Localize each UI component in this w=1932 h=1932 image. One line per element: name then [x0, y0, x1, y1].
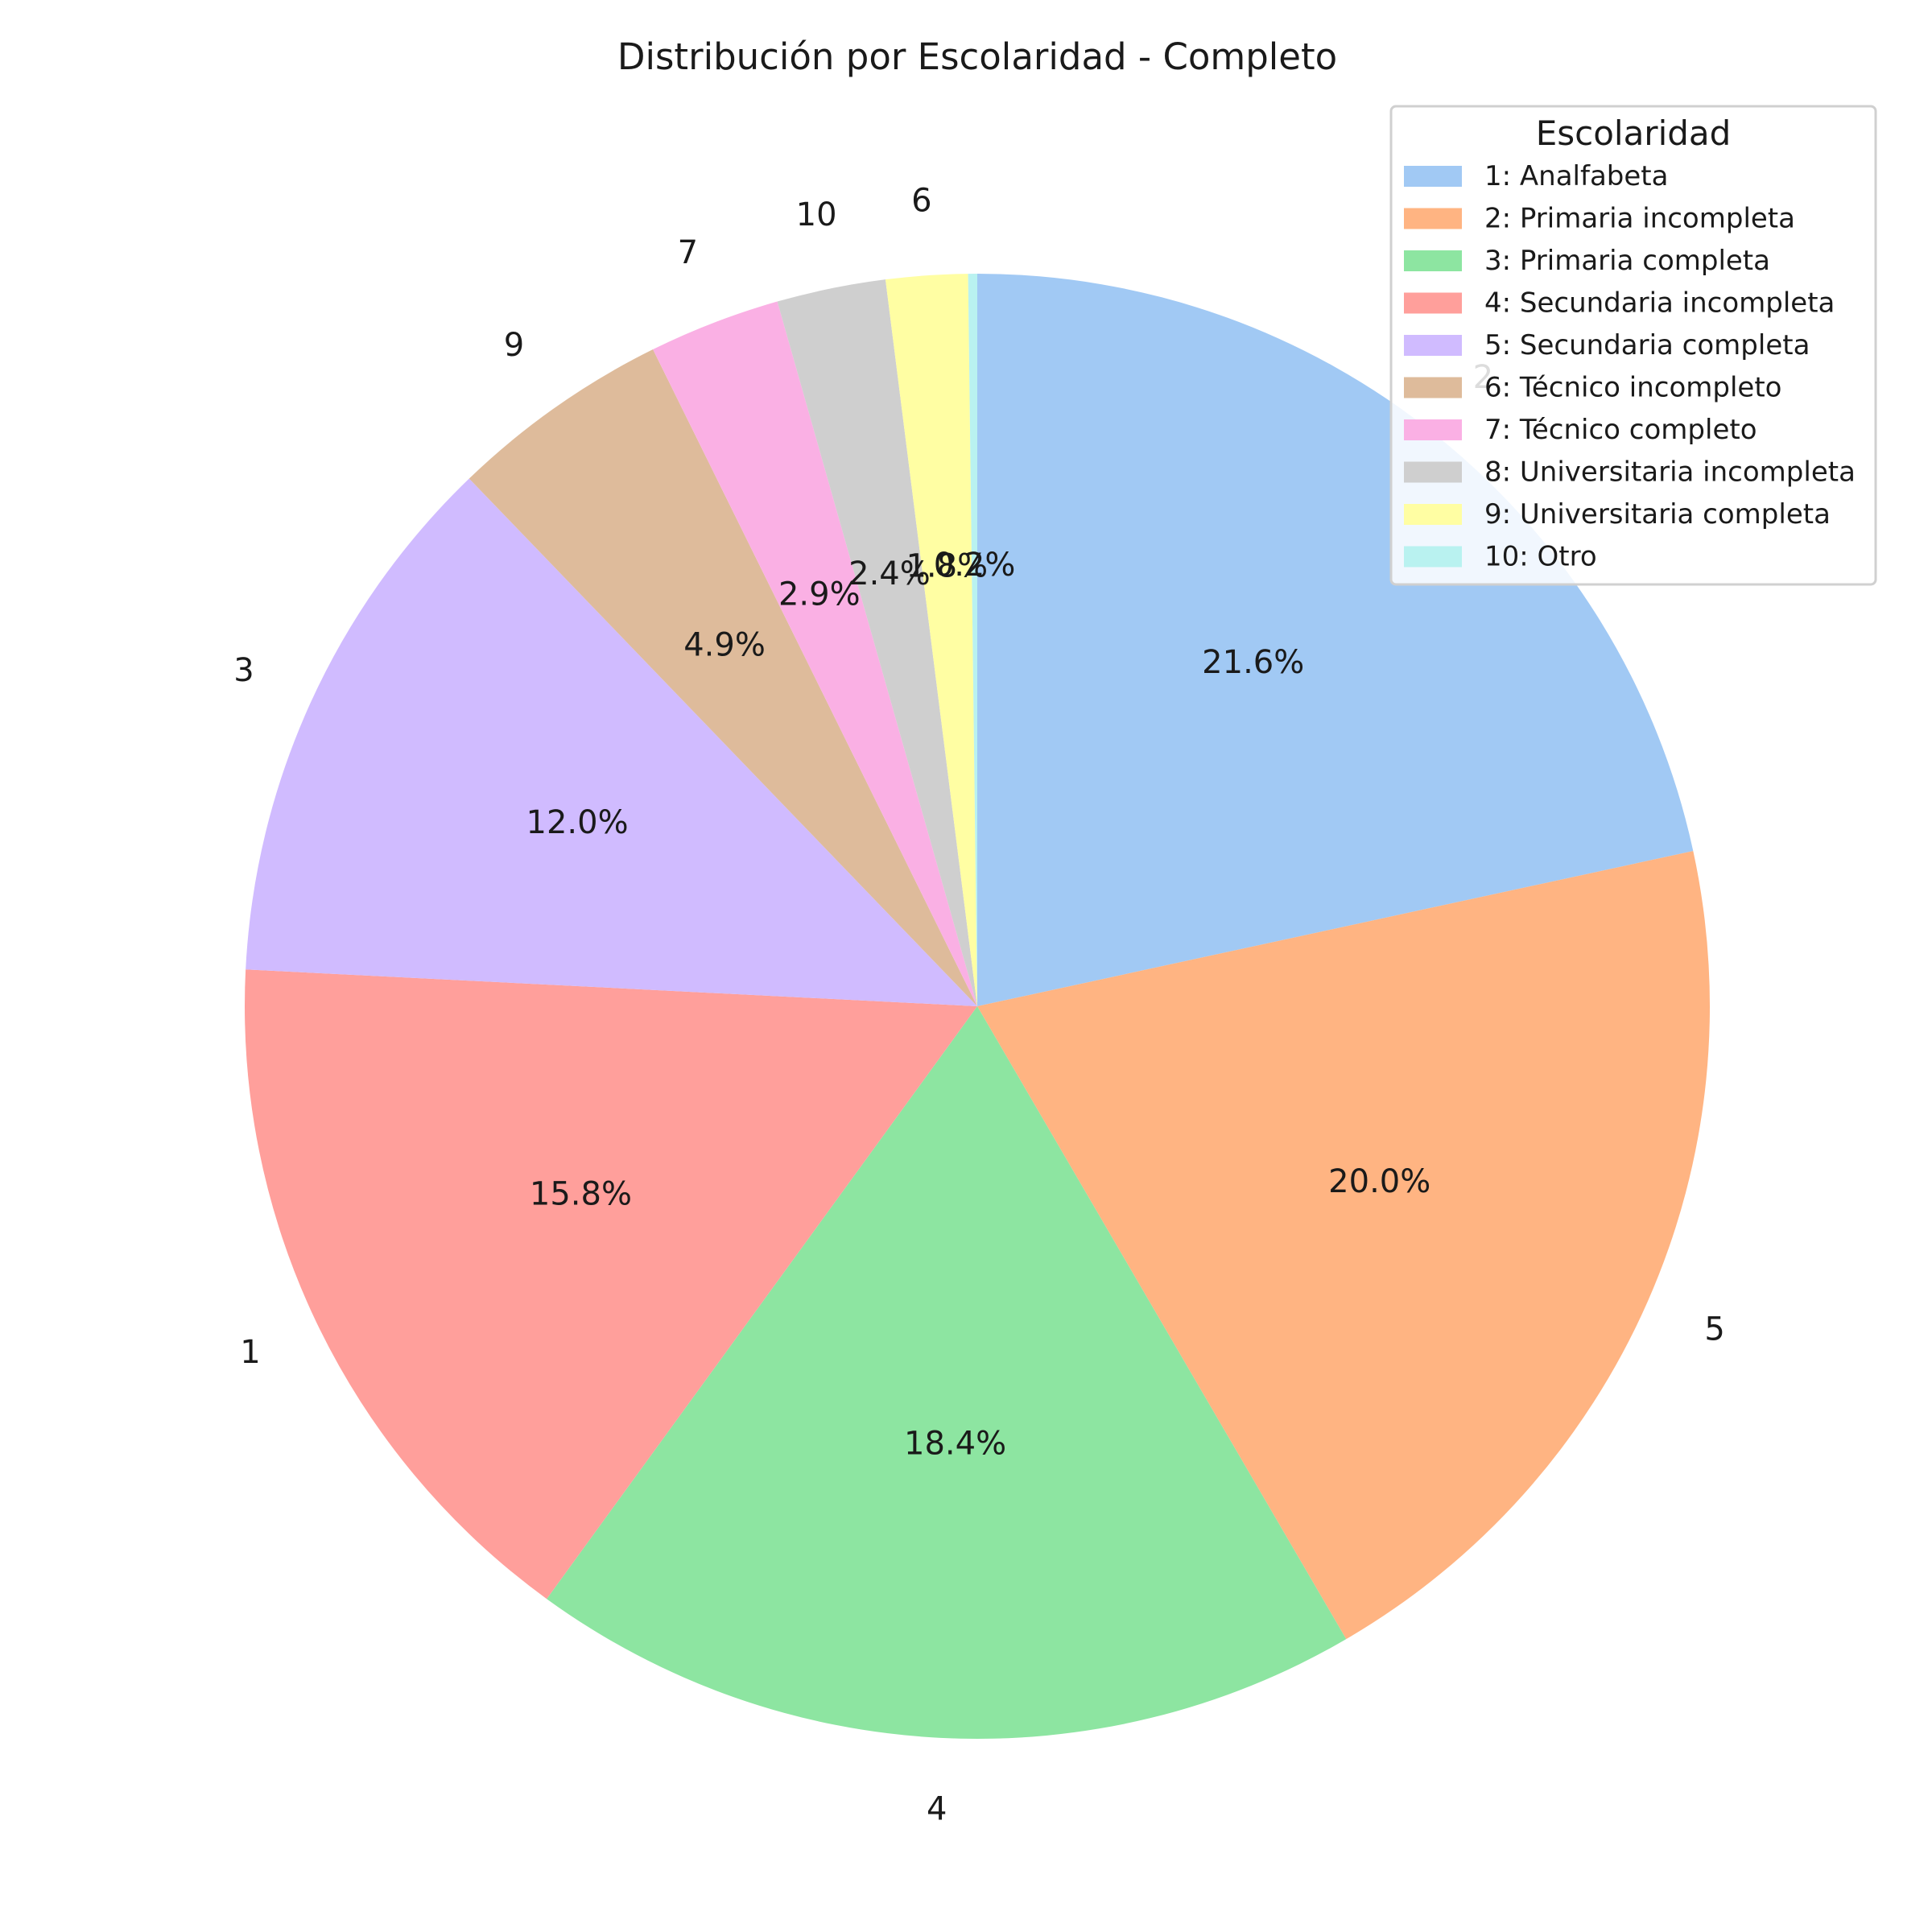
- slice-percentage-label: 18.4%: [904, 1425, 1006, 1462]
- pie-slice: [547, 1006, 1347, 1739]
- pie-slice: [244, 969, 977, 1600]
- slice-percentage-label: 15.8%: [530, 1176, 632, 1213]
- slice-percentage-label: 20.0%: [1328, 1163, 1430, 1200]
- pie-slice: [469, 349, 977, 1007]
- chart-title: Distribución por Escolaridad - Completo: [617, 35, 1337, 78]
- slice-percentage-label: 2.9%: [778, 576, 861, 613]
- slice-category-label: 7: [678, 234, 698, 271]
- legend: Escolaridad 1: Analfabeta 2: Primaria inc…: [1389, 105, 1877, 586]
- legend-swatch: [1404, 208, 1462, 229]
- slice-category-label: 4: [927, 1791, 947, 1828]
- pie-slice: [968, 274, 977, 1006]
- pie-slice: [977, 274, 1694, 1006]
- legend-label: 8: Universitaria incompleta: [1484, 456, 1856, 489]
- legend-swatch: [1404, 419, 1462, 440]
- pie-slice: [885, 274, 977, 1006]
- pie-slices: [244, 274, 1710, 1739]
- legend-swatch: [1404, 461, 1462, 483]
- legend-label: 10: Otro: [1484, 541, 1597, 573]
- slice-category-label: 6: [911, 182, 931, 219]
- pie-labels: 21.6%220.0%518.4%415.8%112.0%34.9%92.9%7…: [233, 182, 1725, 1827]
- slice-percentage-label: 2.4%: [848, 555, 931, 592]
- pie-slice: [777, 279, 977, 1006]
- legend-swatch: [1404, 166, 1462, 187]
- slice-percentage-label: 12.0%: [526, 804, 629, 841]
- legend-frame: [1389, 105, 1877, 586]
- legend-label: 2: Primaria incompleta: [1484, 203, 1795, 235]
- slice-category-label: 1: [240, 1334, 260, 1371]
- legend-swatch: [1404, 292, 1462, 314]
- legend-swatch: [1404, 546, 1462, 568]
- legend-label: 4: Secundaria incompleta: [1484, 287, 1835, 320]
- legend-swatch: [1404, 335, 1462, 356]
- legend-label: 3: Primaria completa: [1484, 245, 1770, 277]
- legend-swatch: [1404, 250, 1462, 271]
- slice-percentage-label: 21.6%: [1202, 644, 1304, 681]
- legend-label: 7: Técnico completo: [1484, 414, 1757, 446]
- slice-percentage-label: 0.2%: [934, 547, 1016, 584]
- legend-label: 1: Analfabeta: [1484, 160, 1668, 192]
- slice-percentage-label: 1.8%: [906, 547, 988, 584]
- slice-category-label: 3: [233, 652, 254, 689]
- legend-label: 6: Técnico incompleto: [1484, 372, 1781, 404]
- pie-slice: [246, 478, 977, 1006]
- legend-label: 5: Secundaria completa: [1484, 329, 1810, 361]
- legend-title: Escolaridad: [1536, 114, 1732, 153]
- slice-category-label: 10: [796, 196, 837, 233]
- slice-category-label: 9: [504, 327, 524, 364]
- slice-percentage-label: 4.9%: [683, 626, 766, 663]
- legend-label: 9: Universitaria completa: [1484, 498, 1831, 530]
- pie-slice: [977, 851, 1710, 1640]
- legend-swatch: [1404, 377, 1462, 398]
- legend-swatch: [1404, 504, 1462, 525]
- slice-category-label: 5: [1704, 1311, 1724, 1348]
- pie-slice: [653, 301, 977, 1006]
